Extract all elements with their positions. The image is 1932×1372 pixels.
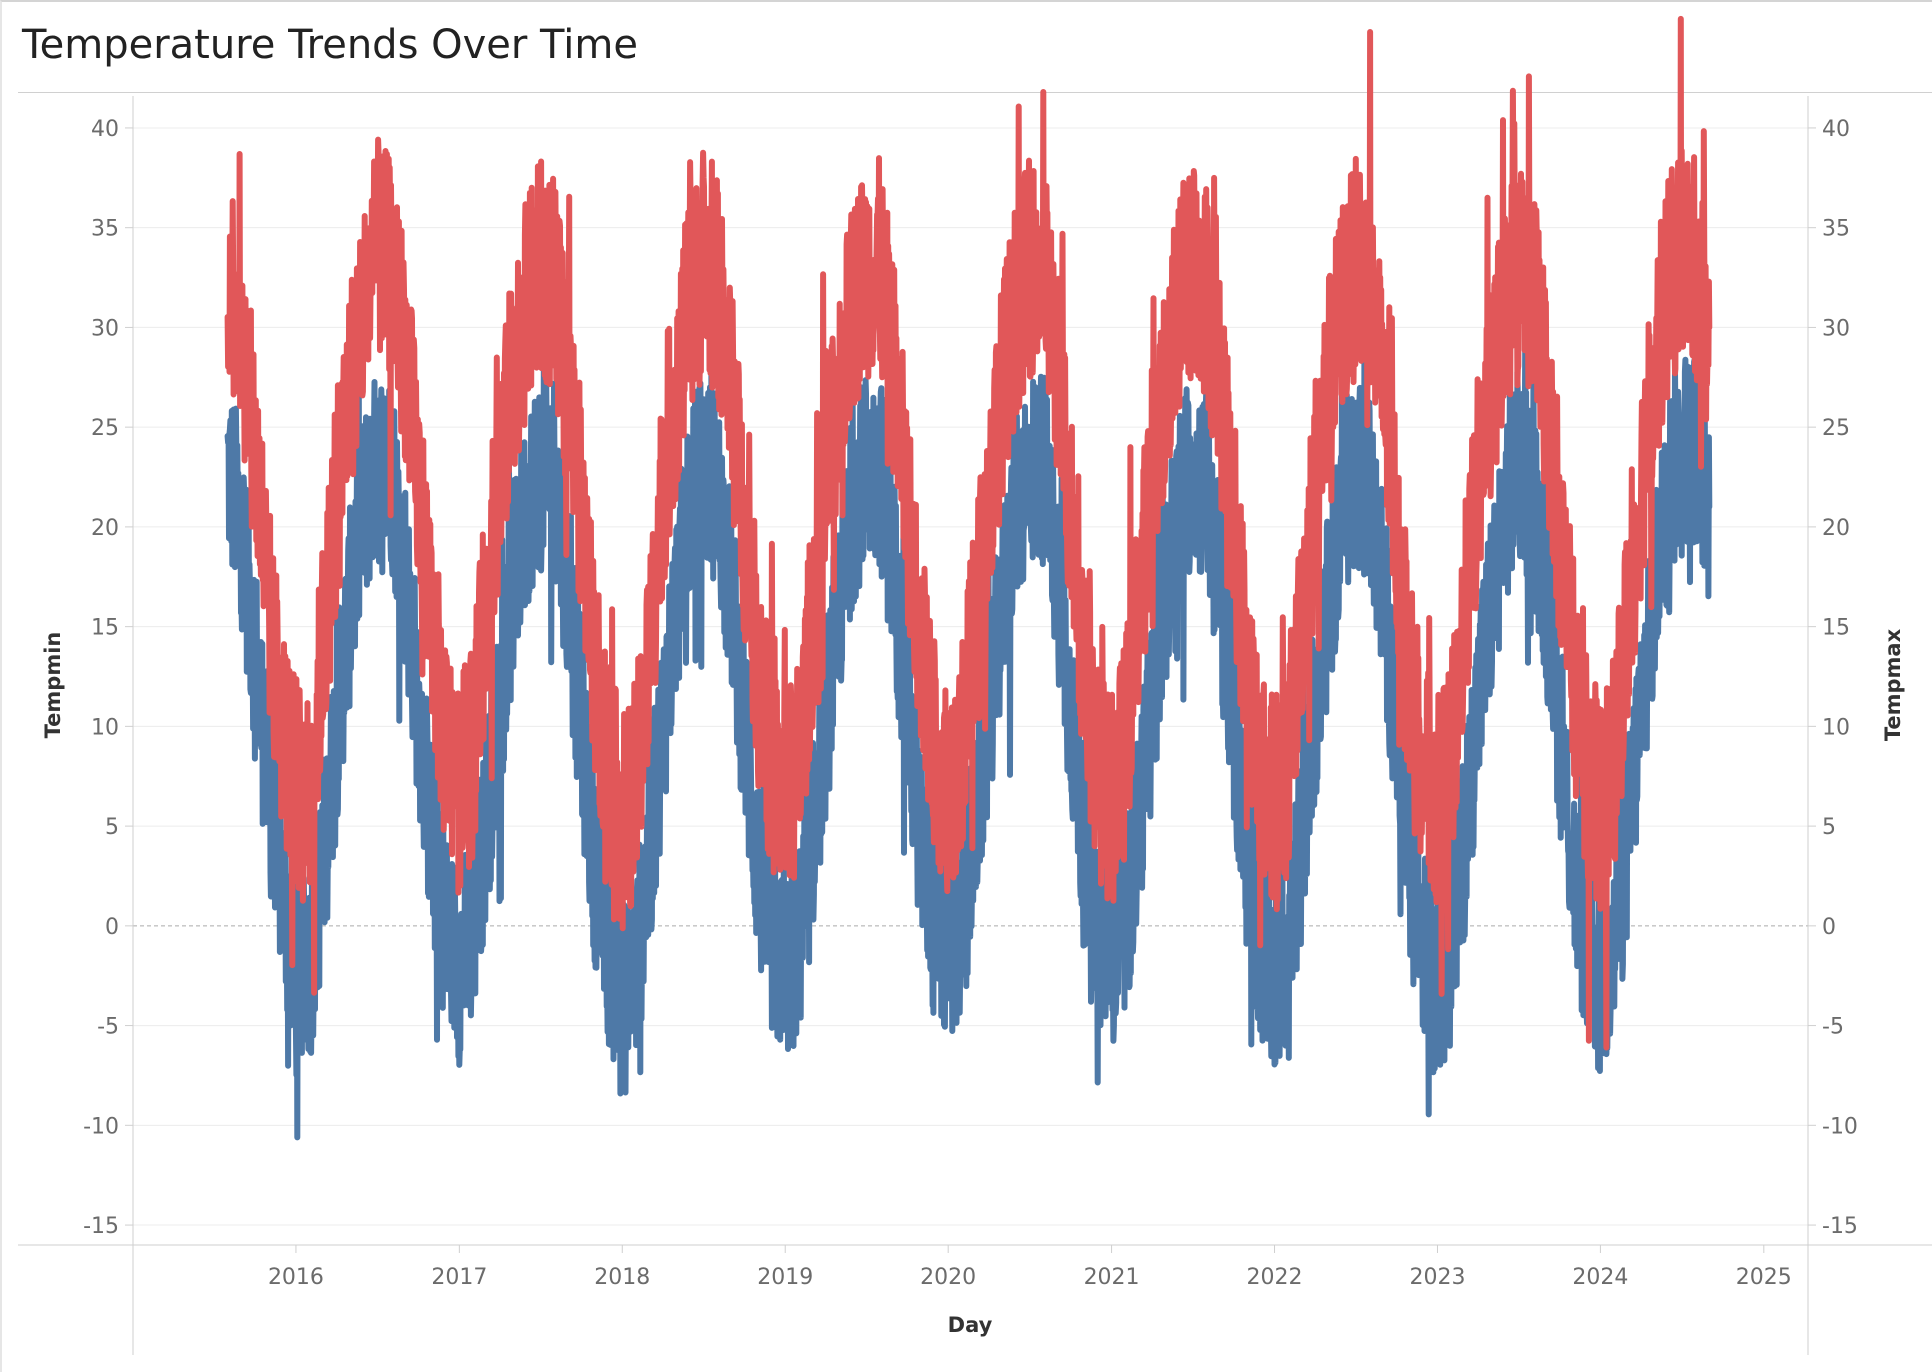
series-line-tempmax xyxy=(224,15,1713,1051)
y-tick-label-right: 10 xyxy=(1822,715,1850,740)
y-tick-label-right: 5 xyxy=(1822,815,1836,840)
y-tick-label-right: 20 xyxy=(1822,516,1850,541)
y-tick-label-right: 25 xyxy=(1822,416,1850,441)
y-tick-label-right: 35 xyxy=(1822,217,1850,242)
x-tick-label: 2025 xyxy=(1736,1265,1792,1290)
y-tick-label-right: -10 xyxy=(1822,1114,1858,1139)
y-tick-label-right: 0 xyxy=(1822,915,1836,940)
title-divider xyxy=(18,92,1932,93)
y-tick-label-left: -15 xyxy=(83,1214,119,1239)
y-tick-label-right: -5 xyxy=(1822,1015,1844,1040)
x-tick-label: 2022 xyxy=(1247,1265,1303,1290)
x-tick-label: 2018 xyxy=(594,1265,650,1290)
y-tick-label-left: 0 xyxy=(105,915,119,940)
y-tick-label-right: 40 xyxy=(1822,117,1850,142)
y-tick-label-left: 15 xyxy=(91,616,119,641)
x-tick-label: 2024 xyxy=(1572,1265,1628,1290)
y-tick-label-right: 30 xyxy=(1822,316,1850,341)
y-tick-label-left: 40 xyxy=(91,117,119,142)
x-tick-label: 2021 xyxy=(1084,1265,1140,1290)
x-axis-title: Day xyxy=(948,1313,993,1337)
chart-title: Temperature Trends Over Time xyxy=(22,22,638,68)
y-axis-title-left: Tempmin xyxy=(41,632,65,739)
y-tick-label-left: -5 xyxy=(97,1015,119,1040)
x-tick-label: 2020 xyxy=(920,1265,976,1290)
y-tick-label-right: -15 xyxy=(1822,1214,1858,1239)
y-tick-label-left: 30 xyxy=(91,316,119,341)
x-tick-label: 2019 xyxy=(757,1265,813,1290)
y-tick-label-left: 20 xyxy=(91,516,119,541)
y-tick-label-left: 5 xyxy=(105,815,119,840)
x-tick-label: 2023 xyxy=(1409,1265,1465,1290)
x-tick-label: 2017 xyxy=(431,1265,487,1290)
y-tick-label-left: 10 xyxy=(91,715,119,740)
x-tick-label: 2016 xyxy=(268,1265,324,1290)
plot-area xyxy=(224,15,1713,1141)
y-tick-label-left: 35 xyxy=(91,217,119,242)
y-tick-label-left: -10 xyxy=(83,1114,119,1139)
y-axis-title-right: Tempmax xyxy=(1881,628,1905,741)
y-tick-label-right: 15 xyxy=(1822,616,1850,641)
y-tick-label-left: 25 xyxy=(91,416,119,441)
